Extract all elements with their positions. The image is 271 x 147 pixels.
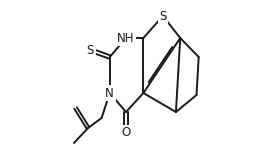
Text: S: S bbox=[159, 10, 167, 22]
Text: O: O bbox=[121, 127, 131, 140]
Text: NH: NH bbox=[117, 31, 135, 45]
Text: S: S bbox=[86, 44, 94, 56]
Text: N: N bbox=[105, 86, 114, 100]
